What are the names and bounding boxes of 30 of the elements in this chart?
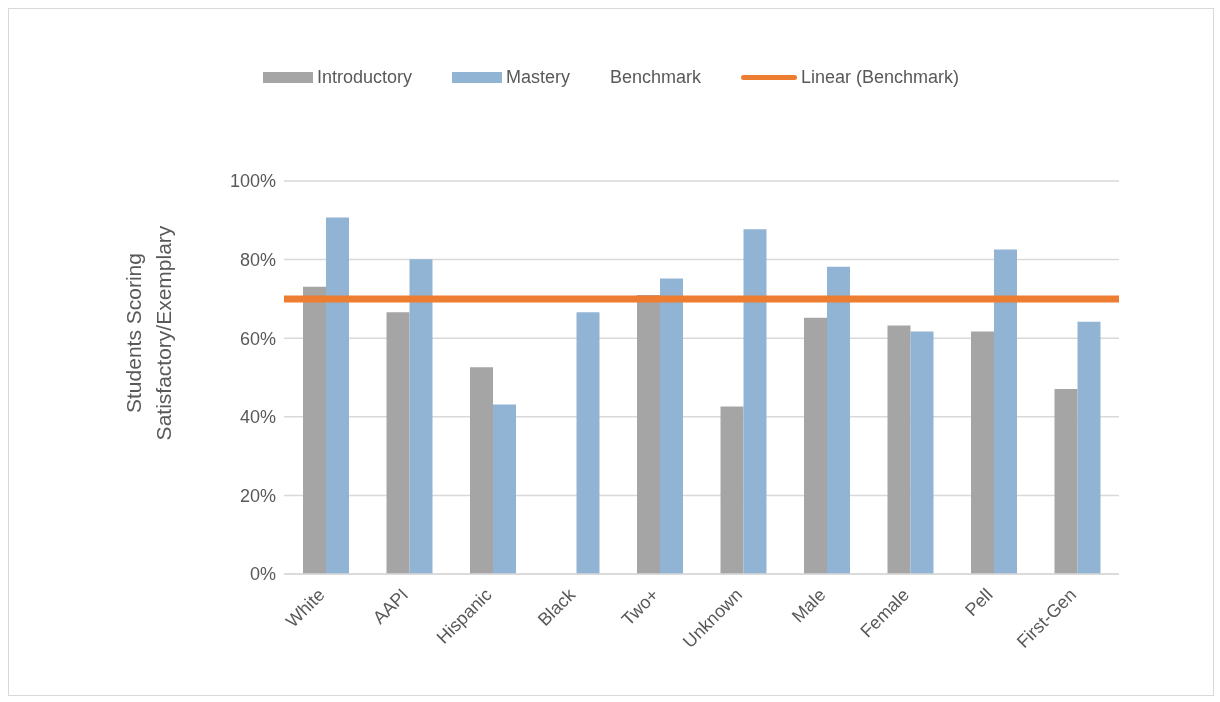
- legend-label: Mastery: [505, 67, 570, 88]
- bar: [409, 259, 433, 574]
- bar: [720, 406, 744, 574]
- bar: [470, 367, 493, 574]
- y-tick-label: 0%: [249, 564, 276, 585]
- bar: [326, 217, 349, 574]
- bar: [386, 312, 410, 574]
- legend-label: Linear (Benchmark): [801, 67, 960, 88]
- bar: [743, 229, 767, 574]
- y-tick-label: 100%: [229, 171, 276, 192]
- y-tick-label: 80%: [239, 249, 276, 270]
- x-tick-label: Pell: [961, 584, 997, 621]
- y-tick-label: 60%: [239, 328, 276, 349]
- bar: [887, 325, 911, 574]
- y-axis-title: Students Scoring Satisfactory/Exemplary: [121, 225, 176, 441]
- bar: [827, 266, 850, 574]
- legend-label: Introductory: [316, 67, 412, 88]
- bar: [1077, 321, 1101, 574]
- bar: [971, 331, 994, 574]
- y-tick-label: 40%: [239, 407, 276, 428]
- bar: [994, 249, 1017, 574]
- bar: [1054, 388, 1078, 574]
- bar: [576, 312, 600, 574]
- y-tick-label: 20%: [239, 485, 276, 506]
- bar: [910, 331, 934, 574]
- bar: [303, 286, 326, 574]
- bar: [804, 317, 827, 574]
- bar: [660, 278, 683, 574]
- text: Benchmark: [609, 67, 702, 88]
- bar: [493, 404, 516, 574]
